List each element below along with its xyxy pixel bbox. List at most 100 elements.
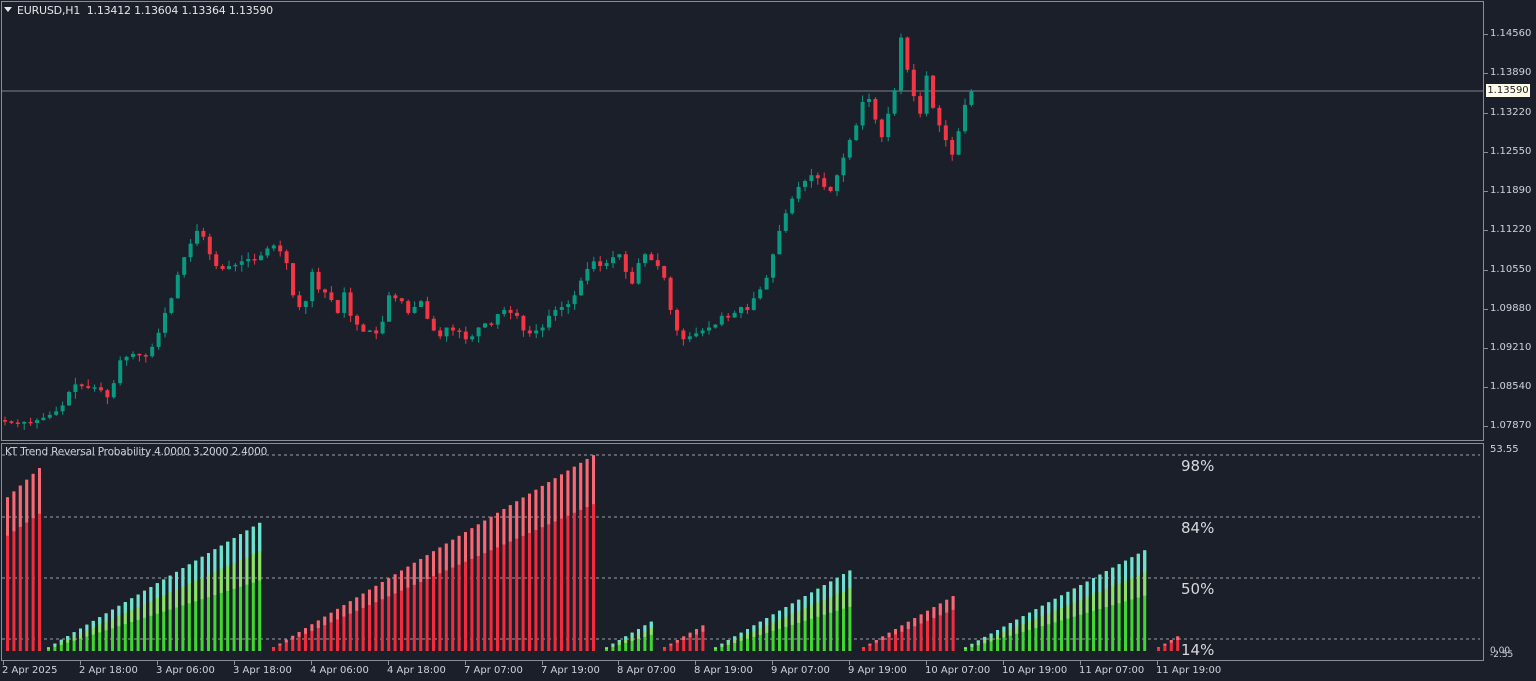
bull-candle: [803, 179, 807, 192]
bull-probability-bar: [1072, 588, 1076, 651]
bull-candle: [246, 252, 251, 268]
time-axis-label: 4 Apr 06:00: [310, 665, 369, 676]
bear-probability-bar: [887, 632, 891, 651]
bear-probability-bar: [663, 647, 666, 651]
bull-candle: [764, 274, 769, 290]
bull-probability-bar: [66, 636, 70, 651]
bull-probability-bar: [1021, 616, 1025, 651]
bull-probability-bar: [91, 620, 95, 651]
bear-candle: [406, 299, 411, 315]
bear-candle: [105, 389, 110, 405]
bear-probability-bar: [348, 601, 352, 651]
time-axis-label: 2 Apr 18:00: [79, 665, 138, 676]
bull-candle: [239, 255, 244, 272]
bull-probability-bar: [726, 640, 730, 651]
bear-candle: [911, 63, 916, 102]
bear-probability-bar: [579, 462, 583, 651]
bull-candle: [611, 251, 615, 269]
bear-probability-bar: [701, 625, 705, 651]
bear-probability-bar: [534, 489, 538, 651]
bull-candle: [585, 262, 590, 285]
bear-probability-bar: [380, 582, 384, 651]
bull-candle: [604, 259, 609, 270]
bull-probability-bar: [47, 647, 50, 651]
bear-candle: [431, 315, 436, 332]
time-axis-label: 3 Apr 18:00: [233, 665, 292, 676]
bear-candle: [828, 186, 833, 193]
indicator-pane[interactable]: [1, 443, 1484, 661]
bull-candle: [118, 356, 123, 386]
bull-probability-bar: [155, 583, 159, 651]
bull-probability-bar: [605, 647, 608, 651]
bull-probability-bar: [1124, 560, 1127, 651]
bull-candle: [111, 380, 116, 399]
bear-candle: [726, 312, 731, 322]
price-axis-label: 1.11220: [1490, 224, 1532, 235]
bull-probability-bar: [983, 636, 987, 651]
bear-probability-bar: [432, 551, 435, 651]
price-axis-label: 1.07870: [1490, 420, 1532, 431]
bull-candle: [387, 291, 391, 323]
bear-candle: [438, 327, 443, 340]
bull-probability-bar: [784, 607, 788, 651]
bear-candle: [399, 297, 404, 304]
bear-probability-bar: [419, 558, 423, 651]
price-tick: [1484, 113, 1488, 114]
bull-probability-bar: [1130, 557, 1134, 651]
time-tick: [1157, 661, 1158, 665]
bull-candle: [342, 287, 347, 318]
bear-probability-bar: [675, 640, 679, 651]
bear-candle: [451, 324, 455, 336]
bull-candle: [694, 327, 699, 338]
bear-probability-bar: [868, 643, 872, 651]
bull-candle: [156, 328, 161, 350]
caret-down-icon[interactable]: [4, 7, 12, 12]
time-axis-label: 9 Apr 07:00: [771, 665, 830, 676]
bull-candle: [310, 268, 315, 308]
bull-candle: [591, 256, 596, 272]
bull-probability-bar: [187, 564, 191, 651]
bull-candle: [963, 98, 967, 134]
bull-candle: [92, 384, 97, 392]
price-chart-pane[interactable]: [1, 1, 1484, 441]
bull-probability-bar: [162, 579, 166, 651]
price-axis-label: 1.10550: [1490, 264, 1532, 275]
bear-probability-bar: [521, 497, 525, 651]
time-tick: [542, 661, 543, 665]
bull-probability-bar: [1047, 602, 1051, 651]
bear-probability-bar: [284, 639, 288, 651]
bear-candle: [745, 303, 750, 314]
bear-probability-bar: [913, 618, 917, 651]
time-axis-label: 10 Apr 07:00: [925, 665, 991, 676]
bull-candle: [540, 324, 545, 338]
bear-candle: [297, 291, 302, 311]
bear-probability-bar: [12, 491, 16, 651]
price-tick: [1484, 191, 1488, 192]
bear-probability-bar: [438, 547, 442, 651]
time-axis-label: 10 Apr 19:00: [1002, 665, 1068, 676]
bear-candle: [393, 293, 398, 302]
bull-probability-bar: [79, 628, 82, 651]
probability-label: 98%: [1181, 457, 1215, 475]
bull-candle: [182, 256, 187, 278]
bear-probability-bar: [881, 636, 885, 651]
bear-candle: [918, 92, 923, 118]
bear-candle: [937, 105, 942, 132]
bear-probability-bar: [932, 607, 936, 651]
bull-probability-bar: [72, 632, 76, 651]
bear-probability-bar: [894, 629, 897, 651]
bull-candle: [687, 332, 692, 343]
bear-candle: [463, 326, 468, 344]
bull-candle: [899, 33, 903, 95]
bull-probability-bar: [797, 599, 801, 651]
time-tick: [465, 661, 466, 665]
bull-candle: [841, 153, 846, 182]
bear-probability-bar: [18, 485, 22, 651]
bear-probability-bar: [310, 624, 314, 651]
bull-probability-bar: [765, 618, 769, 651]
time-tick: [618, 661, 619, 665]
bull-candle: [860, 95, 865, 130]
bear-candle: [815, 172, 820, 185]
bear-probability-bar: [682, 636, 686, 651]
bear-probability-bar: [1176, 636, 1180, 651]
